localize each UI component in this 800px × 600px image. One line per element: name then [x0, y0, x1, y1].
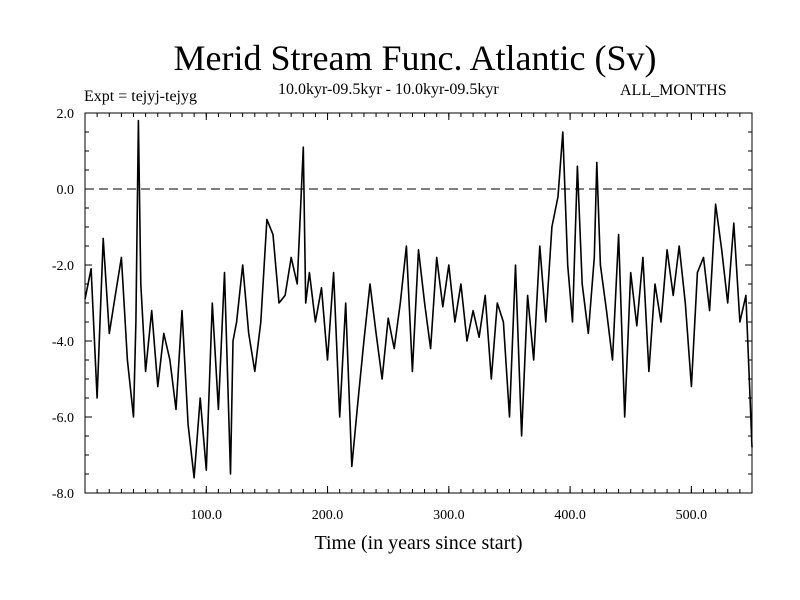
y-tick-label: -2.0 — [52, 259, 74, 274]
x-tick-label: 100.0 — [191, 508, 223, 523]
y-tick-label: -6.0 — [52, 411, 74, 426]
x-tick-label: 200.0 — [312, 508, 344, 523]
chart-title: Merid Stream Func. Atlantic (Sv) — [173, 38, 657, 78]
x-tick-label: 400.0 — [554, 508, 586, 523]
x-tick-label: 300.0 — [433, 508, 465, 523]
x-tick-label: 500.0 — [676, 508, 708, 523]
x-axis-label: Time (in years since start) — [314, 532, 522, 554]
months-label: ALL_MONTHS — [620, 82, 727, 99]
y-tick-label: -4.0 — [52, 335, 74, 350]
series-line — [84, 119, 753, 479]
plot-frame — [84, 112, 753, 494]
period-label: 10.0kyr-09.5kyr - 10.0kyr-09.5kyr — [278, 81, 499, 98]
y-tick-label: 0.0 — [57, 183, 75, 198]
y-tick-label: -8.0 — [52, 487, 74, 502]
y-tick-label: 2.0 — [57, 107, 75, 122]
experiment-label: Expt = tejyj-tejyg — [84, 88, 197, 105]
